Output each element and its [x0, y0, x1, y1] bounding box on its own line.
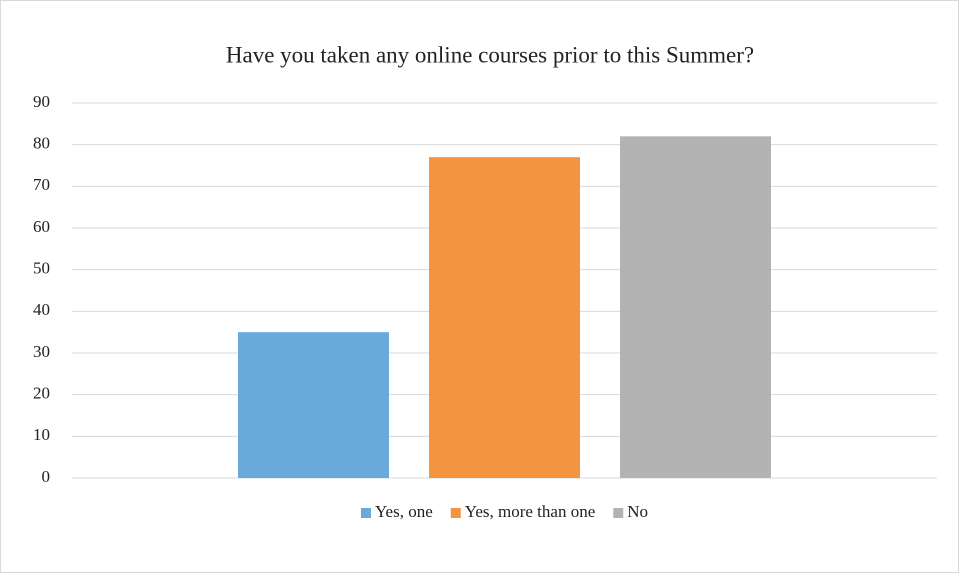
y-tick-label: 0 [42, 467, 51, 486]
y-tick-label: 50 [33, 259, 50, 278]
bar [620, 136, 771, 479]
y-tick-label: 80 [33, 134, 50, 153]
bar [238, 332, 389, 478]
legend-label: Yes, more than one [465, 502, 595, 521]
y-tick-label: 30 [33, 342, 50, 361]
y-tick-label: 60 [33, 217, 50, 236]
y-tick-label: 90 [33, 92, 50, 111]
chart-title: Have you taken any online courses prior … [226, 42, 754, 67]
legend-swatch [450, 508, 461, 518]
legend-swatch [360, 508, 371, 518]
y-tick-label: 10 [33, 425, 50, 444]
legend-label: No [627, 502, 648, 521]
legend-swatch [613, 508, 624, 518]
y-tick-label: 20 [33, 384, 50, 403]
bar [429, 157, 580, 478]
y-tick-label: 70 [33, 175, 50, 194]
legend-label: Yes, one [375, 502, 433, 521]
y-tick-label: 40 [33, 300, 50, 319]
